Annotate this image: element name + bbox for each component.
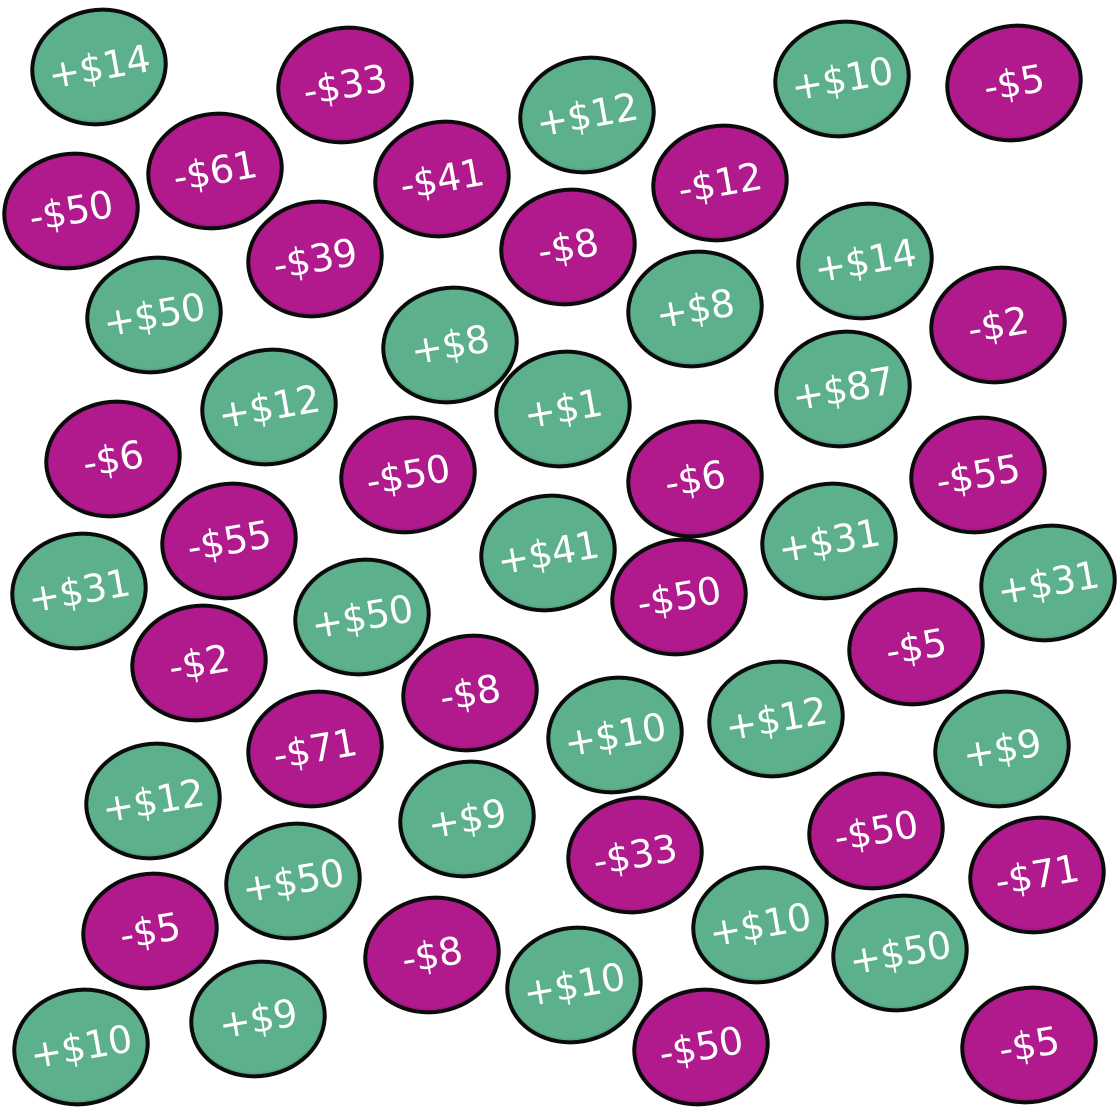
negative-chip: -$50 bbox=[797, 760, 955, 902]
negative-chip: -$55 bbox=[150, 470, 308, 612]
positive-chip: +$10 bbox=[2, 976, 160, 1117]
chip-label: +$41 bbox=[493, 522, 603, 584]
positive-chip: +$9 bbox=[179, 948, 337, 1090]
chip-label: -$6 bbox=[661, 452, 729, 506]
chip-label: +$10 bbox=[560, 704, 670, 766]
negative-chip: -$71 bbox=[236, 678, 394, 820]
chip-label: -$8 bbox=[534, 220, 602, 274]
negative-chip: -$12 bbox=[641, 112, 799, 254]
positive-chip: +$31 bbox=[750, 470, 908, 612]
negative-chip: -$2 bbox=[120, 592, 278, 734]
chip-label: +$10 bbox=[787, 48, 897, 110]
chip-label: +$14 bbox=[44, 36, 154, 98]
chip-label: +$31 bbox=[774, 510, 884, 572]
positive-chip: +$31 bbox=[969, 512, 1117, 654]
positive-chip: +$87 bbox=[764, 318, 922, 460]
chip-label: +$12 bbox=[532, 84, 642, 146]
chip-label: +$50 bbox=[238, 850, 348, 912]
negative-chip: -$6 bbox=[34, 388, 192, 530]
chip-label: -$33 bbox=[589, 826, 681, 884]
negative-chip: -$50 bbox=[600, 526, 758, 668]
chip-label: +$10 bbox=[26, 1016, 136, 1078]
positive-chip: +$14 bbox=[20, 0, 178, 138]
chip-label: -$2 bbox=[964, 298, 1032, 352]
chip-label: +$1 bbox=[520, 380, 606, 438]
chip-label: -$50 bbox=[655, 1018, 747, 1076]
positive-chip: +$14 bbox=[786, 190, 944, 332]
chip-label: -$50 bbox=[362, 446, 454, 504]
chip-label: -$33 bbox=[299, 56, 391, 114]
chip-label: +$14 bbox=[810, 230, 920, 292]
negative-chip: -$5 bbox=[935, 12, 1093, 154]
positive-chip: +$10 bbox=[495, 914, 653, 1056]
chip-label: -$50 bbox=[25, 182, 117, 240]
chip-label: -$8 bbox=[398, 928, 466, 982]
negative-chip: -$50 bbox=[329, 404, 487, 546]
negative-chip: -$5 bbox=[837, 576, 995, 718]
chip-label: -$5 bbox=[995, 1018, 1063, 1072]
positive-chip: +$9 bbox=[923, 678, 1081, 820]
chip-label: +$50 bbox=[99, 284, 209, 346]
positive-chip: +$12 bbox=[74, 730, 232, 872]
positive-chip: +$50 bbox=[821, 882, 979, 1024]
chip-label: +$10 bbox=[519, 954, 629, 1016]
positive-chip: +$10 bbox=[681, 854, 839, 996]
chip-label: +$31 bbox=[993, 552, 1103, 614]
negative-chip: -$8 bbox=[489, 176, 647, 318]
chip-label: -$2 bbox=[165, 636, 233, 690]
negative-chip: -$8 bbox=[353, 884, 511, 1026]
chip-label: +$12 bbox=[721, 688, 831, 750]
positive-chip: +$50 bbox=[214, 810, 372, 952]
chip-label: -$50 bbox=[633, 568, 725, 626]
positive-chip: +$12 bbox=[190, 336, 348, 478]
chip-label: -$41 bbox=[396, 150, 488, 208]
chip-label: -$12 bbox=[674, 154, 766, 212]
chip-label: -$55 bbox=[932, 446, 1024, 504]
positive-chip: +$9 bbox=[388, 748, 546, 890]
chip-label: -$61 bbox=[169, 142, 261, 200]
negative-chip: -$55 bbox=[899, 404, 1057, 546]
negative-chip: -$41 bbox=[363, 108, 521, 250]
negative-chip: -$5 bbox=[71, 860, 229, 1002]
chip-label: +$8 bbox=[652, 280, 738, 338]
positive-chip: +$12 bbox=[697, 648, 855, 790]
chip-label: +$50 bbox=[307, 586, 417, 648]
positive-chip: +$12 bbox=[508, 44, 666, 186]
chip-label: +$9 bbox=[959, 720, 1045, 778]
chip-label: -$5 bbox=[882, 620, 950, 674]
positive-chip: +$31 bbox=[0, 520, 158, 662]
positive-chip: +$8 bbox=[616, 238, 774, 380]
chip-label: -$71 bbox=[991, 846, 1083, 904]
negative-chip: -$5 bbox=[950, 974, 1108, 1116]
chip-label: -$71 bbox=[269, 720, 361, 778]
negative-chip: -$33 bbox=[556, 784, 714, 926]
chip-label: -$5 bbox=[116, 904, 184, 958]
chip-label: +$9 bbox=[424, 790, 510, 848]
chip-label: -$5 bbox=[980, 56, 1048, 110]
positive-chip: +$41 bbox=[469, 482, 627, 624]
chip-label: -$55 bbox=[183, 512, 275, 570]
chip-label: +$87 bbox=[788, 358, 898, 420]
chip-label: -$6 bbox=[79, 432, 147, 486]
chip-label: +$10 bbox=[705, 894, 815, 956]
negative-chip: -$6 bbox=[616, 408, 774, 550]
chip-label: -$50 bbox=[830, 802, 922, 860]
positive-chip: +$10 bbox=[536, 664, 694, 806]
negative-chip: -$71 bbox=[958, 804, 1116, 946]
chip-label: -$8 bbox=[436, 666, 504, 720]
negative-chip: -$50 bbox=[622, 976, 780, 1117]
positive-chip: +$50 bbox=[75, 244, 233, 386]
positive-chip: +$10 bbox=[763, 8, 921, 150]
chip-label: -$39 bbox=[269, 230, 361, 288]
chip-label: +$12 bbox=[98, 770, 208, 832]
negative-chip: -$2 bbox=[919, 254, 1077, 396]
chip-label: +$50 bbox=[845, 922, 955, 984]
chip-label: +$8 bbox=[407, 316, 493, 374]
chip-label: +$9 bbox=[215, 990, 301, 1048]
chip-label: +$31 bbox=[24, 560, 134, 622]
negative-chip: -$50 bbox=[0, 140, 150, 282]
chip-label: +$12 bbox=[214, 376, 324, 438]
